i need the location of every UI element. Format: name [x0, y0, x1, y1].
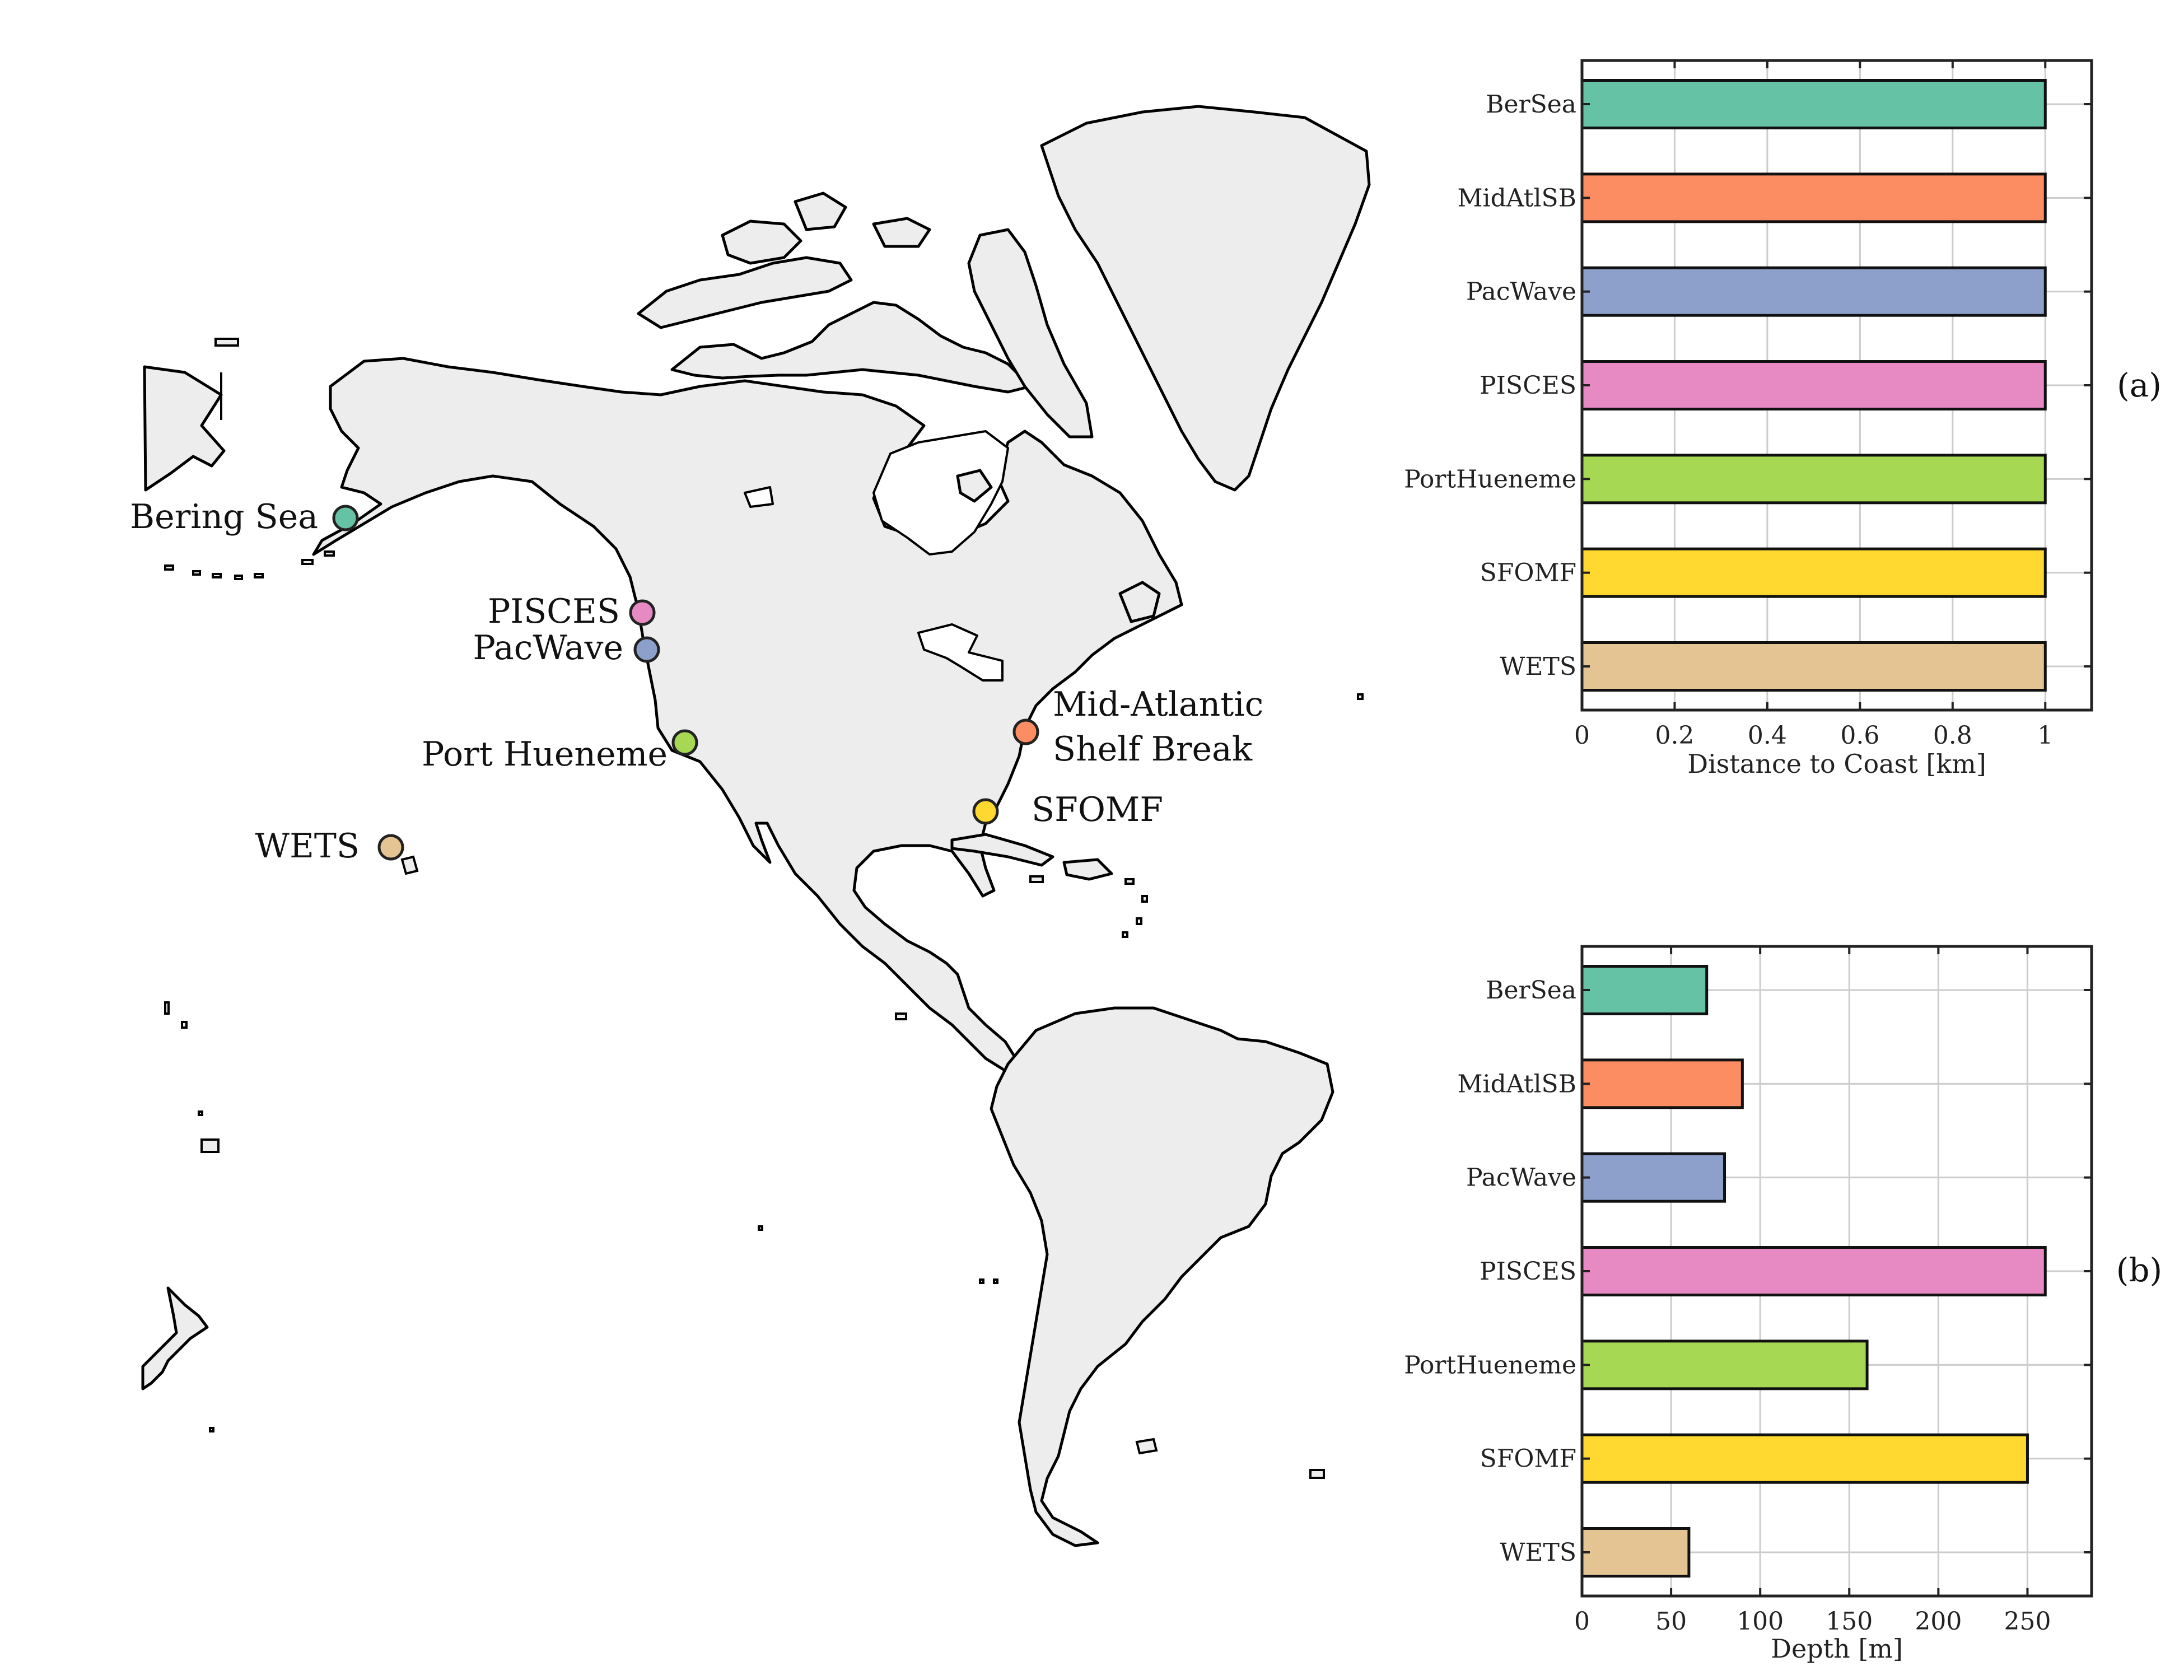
- x-axis-title: Distance to Coast [km]: [1687, 749, 1986, 779]
- site-pisces[interactable]: PISCES: [488, 592, 656, 631]
- south-america-landmass: [990, 1006, 1334, 1547]
- devon-island: [872, 217, 931, 248]
- site-label: SFOMF: [1032, 790, 1163, 829]
- category-label: SFOMF: [1480, 1445, 1576, 1473]
- x-tick-label: 0.2: [1655, 721, 1694, 750]
- x-tick-label: 0: [1574, 1607, 1590, 1636]
- category-label: PacWave: [1466, 278, 1576, 306]
- plot-frame: [1580, 59, 2093, 712]
- category-labels: BerSea MidAtlSB PacWave PISCES PortHueneme SF…: [1404, 90, 1576, 681]
- aleutian-islands: [164, 338, 335, 580]
- category-label: BerSea: [1486, 976, 1576, 1005]
- x-axis-title: Depth [m]: [1771, 1634, 1903, 1664]
- distance-chart: BerSea MidAtlSB PacWave PISCES PortHueneme SF…: [1404, 59, 2162, 779]
- site-label: PISCES: [488, 592, 620, 631]
- hispaniola: [1062, 858, 1113, 881]
- bar-pisces: [1580, 360, 2047, 410]
- bar-wets: [1580, 1527, 1691, 1578]
- site-marker[interactable]: [671, 729, 698, 756]
- great-slave-lake: [744, 486, 774, 508]
- bar-midatlsb: [1580, 172, 2047, 223]
- category-label: PortHueneme: [1404, 465, 1576, 493]
- bar-pacwave: [1580, 266, 2047, 317]
- category-label: SFOMF: [1480, 559, 1576, 587]
- x-tick-label: 0: [1574, 721, 1590, 750]
- site-label: WETS: [255, 827, 360, 866]
- x-tick-label: 1: [2037, 721, 2053, 750]
- north-america-landmass: [312, 357, 1183, 1074]
- site-mid-atlantic[interactable]: Mid-Atlantic Shelf Break: [1012, 685, 1263, 769]
- hudson-bay: [872, 430, 1009, 556]
- baffin-island: [967, 228, 1094, 438]
- banks-island: [794, 192, 847, 231]
- category-label: MidAtlSB: [1457, 1070, 1576, 1098]
- x-tick-label: 0.6: [1840, 721, 1879, 750]
- falkland-islands: [1135, 1438, 1158, 1455]
- category-labels: BerSea MidAtlSB PacWave PISCES PortHueneme SF…: [1404, 976, 1576, 1567]
- panel-tag: (b): [2116, 1251, 2162, 1289]
- site-label: PacWave: [473, 628, 623, 668]
- x-tick-label: 50: [1655, 1607, 1687, 1636]
- site-pacwave[interactable]: PacWave: [473, 628, 660, 668]
- site-label: Bering Sea: [130, 497, 318, 536]
- x-tick-label: 0.8: [1933, 721, 1972, 750]
- category-label: BerSea: [1486, 90, 1576, 119]
- site-marker[interactable]: [633, 636, 660, 663]
- site-marker[interactable]: [629, 599, 656, 626]
- bar-midatlsb: [1580, 1058, 1744, 1109]
- arctic-archipelago: [670, 301, 1032, 394]
- site-sfomf[interactable]: SFOMF: [972, 790, 1163, 829]
- newfoundland: [1118, 581, 1161, 623]
- x-tick-label: 0.4: [1748, 721, 1787, 750]
- depth-chart: BerSea MidAtlSB PacWave PISCES PortHueneme SF…: [1404, 945, 2162, 1664]
- bars: [1580, 965, 2047, 1578]
- plot-frame: [1580, 945, 2093, 1598]
- hawaii-island: [400, 855, 419, 875]
- southampton-island: [956, 469, 993, 503]
- victoria-island: [721, 220, 802, 265]
- caribbean-islands: [1029, 875, 1148, 938]
- new-zealand: [141, 1286, 209, 1390]
- bars: [1580, 79, 2047, 692]
- site-port-hueneme[interactable]: Port Hueneme: [422, 729, 698, 774]
- bar-pacwave: [1580, 1152, 1726, 1203]
- bar-porthueneme: [1580, 1340, 1869, 1390]
- x-tick-label: 250: [2004, 1607, 2051, 1636]
- americas-map: Bering Sea PISCES PacWave Port Hueneme M…: [130, 105, 1371, 1547]
- chukotka-landmass: [143, 365, 226, 492]
- ellesmere-island: [637, 256, 853, 329]
- category-label: WETS: [1500, 652, 1576, 681]
- greenland: [1040, 105, 1371, 492]
- bar-wets: [1580, 641, 2047, 692]
- site-marker[interactable]: [972, 798, 999, 825]
- bar-bersea: [1580, 79, 2047, 129]
- category-label: PISCES: [1480, 1257, 1576, 1286]
- bar-bersea: [1580, 965, 1709, 1015]
- bar-porthueneme: [1580, 454, 2047, 505]
- category-label: WETS: [1500, 1538, 1576, 1567]
- site-marker[interactable]: [377, 834, 404, 861]
- site-marker[interactable]: [1012, 718, 1039, 745]
- site-label: Mid-Atlantic: [1053, 685, 1263, 724]
- site-label-line2: Shelf Break: [1053, 730, 1253, 769]
- bar-sfomf: [1580, 547, 2047, 598]
- site-label: Port Hueneme: [422, 735, 668, 774]
- panel-tag: (a): [2117, 366, 2162, 404]
- category-label: PISCES: [1480, 371, 1576, 400]
- category-label: MidAtlSB: [1457, 184, 1576, 212]
- site-wets[interactable]: WETS: [255, 827, 404, 866]
- bar-pisces: [1580, 1246, 2047, 1296]
- cuba: [950, 833, 1054, 867]
- site-bering-sea[interactable]: Bering Sea: [130, 497, 359, 536]
- great-lakes: [917, 623, 1004, 682]
- x-tick-label: 200: [1915, 1607, 1962, 1636]
- pacific-islets: [164, 693, 1364, 1479]
- x-tick-label: 150: [1826, 1607, 1873, 1636]
- site-marker[interactable]: [332, 505, 359, 531]
- category-label: PortHueneme: [1404, 1351, 1576, 1379]
- bar-sfomf: [1580, 1433, 2029, 1484]
- category-label: PacWave: [1466, 1164, 1576, 1192]
- x-tick-label: 100: [1737, 1607, 1784, 1636]
